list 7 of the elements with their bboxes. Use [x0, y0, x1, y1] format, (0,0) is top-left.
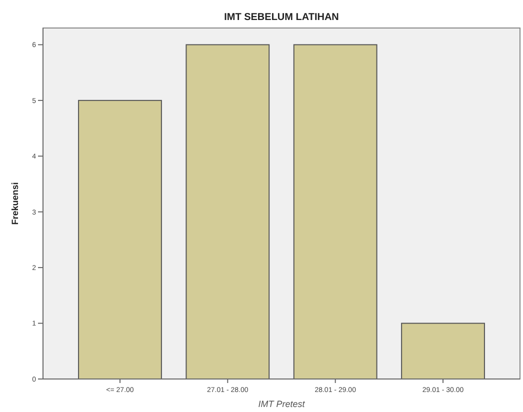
chart-title: IMT SEBELUM LATIHAN	[224, 12, 339, 23]
y-axis-title: Frekuensi	[10, 182, 20, 225]
bar	[401, 322, 485, 380]
bar	[186, 44, 270, 380]
bar	[293, 44, 378, 380]
bar	[78, 100, 162, 380]
x-axis-title: IMT Pretest	[258, 399, 306, 409]
